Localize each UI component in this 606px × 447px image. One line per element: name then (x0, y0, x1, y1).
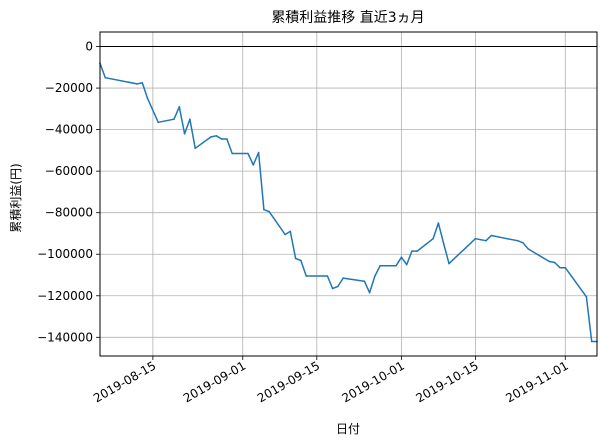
data-point (247, 152, 249, 155)
data-point (506, 237, 508, 240)
data-point (337, 285, 339, 288)
data-point (400, 256, 403, 259)
data-point (104, 76, 107, 79)
data-point (479, 238, 482, 241)
data-point (416, 250, 419, 252)
data-point (548, 260, 551, 263)
data-point (474, 237, 477, 240)
data-point (448, 262, 450, 265)
data-point (379, 264, 382, 267)
data-point (368, 291, 371, 294)
data-point (284, 233, 286, 236)
data-point (178, 106, 181, 108)
data-point (527, 248, 530, 250)
data-point (257, 151, 260, 154)
x-tick-label: 2019-09-01 (181, 358, 248, 405)
data-point (432, 237, 434, 240)
y-tick-label: −80000 (45, 206, 93, 220)
data-point (141, 82, 144, 84)
data-point (405, 263, 408, 266)
y-tick-label: −20000 (45, 81, 93, 95)
y-axis-title: 累積利益(円) (8, 163, 23, 232)
data-point (136, 83, 138, 85)
data-point (194, 147, 196, 150)
data-point (268, 210, 271, 213)
chart-title: 累積利益推移 直近3ヵ月 (271, 9, 424, 26)
data-point (189, 118, 191, 120)
y-tick-label: 0 (85, 40, 93, 54)
y-tick-label: −120000 (37, 289, 93, 303)
data-point (183, 133, 186, 135)
data-point (294, 257, 297, 260)
series-line (99, 62, 598, 343)
data-point (252, 164, 255, 166)
data-point (516, 239, 519, 242)
data-point (553, 261, 556, 264)
data-point (226, 138, 228, 140)
y-tick-label: −100000 (37, 247, 93, 261)
data-point (342, 277, 345, 279)
data-point (437, 222, 440, 224)
data-point (590, 340, 593, 343)
plot-frame (99, 31, 598, 357)
x-tick-label: 2019-09-15 (255, 358, 322, 405)
x-tick-label: 2019-08-15 (91, 358, 158, 405)
x-tick-label: 2019-11-01 (503, 358, 570, 405)
plot-area (99, 46, 598, 343)
data-point (173, 118, 175, 120)
data-point (326, 275, 329, 277)
data-point (485, 239, 487, 242)
data-point (543, 257, 545, 260)
data-point (490, 234, 493, 237)
data-point (215, 135, 218, 137)
data-point (442, 243, 445, 245)
data-point (374, 275, 376, 277)
x-tick-label: 2019-10-01 (339, 358, 406, 405)
y-tick-label: −40000 (45, 123, 93, 137)
y-tick-label: −140000 (37, 330, 93, 344)
data-point (305, 275, 308, 277)
data-point (522, 242, 524, 244)
data-point (395, 264, 397, 267)
data-point (231, 152, 233, 155)
data-point (289, 230, 292, 233)
data-point (146, 97, 149, 100)
data-point (220, 138, 223, 140)
data-point (300, 259, 302, 262)
grid (100, 32, 597, 356)
data-point (585, 296, 588, 298)
data-point (157, 121, 159, 124)
data-point (411, 250, 413, 252)
data-point (263, 208, 265, 211)
x-axis-title: 日付 (336, 422, 360, 436)
data-point (331, 287, 334, 290)
x-tick-label: 2019-10-15 (413, 358, 480, 405)
data-point (210, 136, 212, 138)
data-point (564, 266, 567, 269)
data-point (559, 266, 561, 269)
data-point (363, 280, 366, 283)
y-tick-label: −60000 (45, 164, 93, 178)
